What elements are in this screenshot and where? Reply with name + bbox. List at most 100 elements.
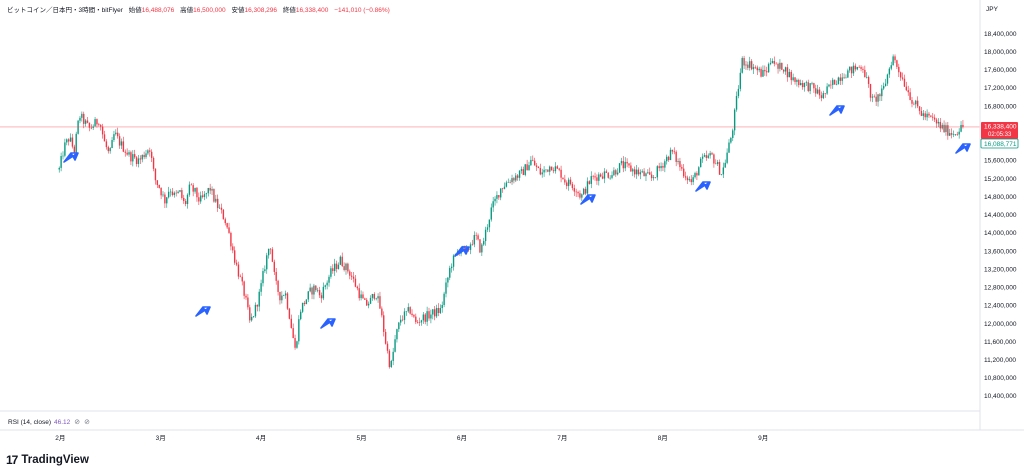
candle xyxy=(630,162,632,172)
candle xyxy=(126,148,128,156)
candle xyxy=(422,311,425,324)
arrow-marker[interactable] xyxy=(955,143,971,154)
candle xyxy=(294,334,296,350)
candle xyxy=(154,168,157,185)
candle xyxy=(158,184,160,189)
price-badge-value: 16,338,400 xyxy=(984,123,1017,130)
candle xyxy=(318,286,321,298)
candle xyxy=(124,149,126,157)
candle xyxy=(105,139,108,150)
candle xyxy=(328,274,330,287)
candle xyxy=(326,280,328,290)
candle xyxy=(194,187,196,194)
candle xyxy=(313,283,315,300)
candle xyxy=(915,99,917,109)
candle xyxy=(416,320,419,324)
candle xyxy=(166,196,168,208)
candlestick-series xyxy=(58,54,964,369)
y-tick-label: 13,600,000 xyxy=(984,248,1017,255)
candle xyxy=(128,150,130,157)
price-badge[interactable]: 16,338,400 02:05:33 xyxy=(981,121,1018,139)
candle xyxy=(869,83,872,102)
candle xyxy=(533,157,536,166)
arrow-marker[interactable] xyxy=(320,318,336,329)
y-tick-label: 17,200,000 xyxy=(984,85,1017,92)
candle xyxy=(650,171,653,182)
candle xyxy=(503,182,506,190)
candle xyxy=(913,101,915,106)
candle xyxy=(669,147,672,161)
arrow-marker[interactable] xyxy=(454,246,470,257)
candle xyxy=(837,76,840,85)
candle xyxy=(567,177,570,191)
candle xyxy=(607,171,609,179)
candle xyxy=(377,293,379,303)
candle xyxy=(445,278,447,298)
candle xyxy=(554,162,557,174)
candle xyxy=(583,187,585,196)
low-label: 安値 xyxy=(231,7,245,14)
high-value: 16,500,000 xyxy=(193,7,226,14)
candle xyxy=(181,187,183,200)
candle xyxy=(424,312,426,325)
candle xyxy=(375,297,377,301)
candle xyxy=(473,231,475,248)
candle xyxy=(601,172,604,180)
candle xyxy=(592,174,594,180)
candle xyxy=(175,190,177,197)
candle xyxy=(588,180,591,185)
candle xyxy=(809,83,811,95)
candle xyxy=(664,159,666,173)
arrow-marker[interactable] xyxy=(580,194,596,205)
candle xyxy=(371,293,374,301)
rsi-indicator-label[interactable]: RSI (14, close) 46.12 ⊘ ⊘ xyxy=(8,418,90,426)
candle xyxy=(756,65,758,75)
x-tick-label: 7月 xyxy=(557,434,567,442)
candle xyxy=(907,85,909,96)
symbol-title[interactable]: ビットコイン／日本円・3時間・bitFlyer xyxy=(7,7,123,14)
candle xyxy=(345,262,347,275)
candle xyxy=(264,265,266,273)
candle xyxy=(581,193,583,201)
candle xyxy=(839,73,842,86)
candle xyxy=(639,169,642,180)
x-tick-label: 3月 xyxy=(156,434,166,442)
arrow-marker[interactable] xyxy=(195,306,211,317)
candle xyxy=(418,317,421,326)
candle xyxy=(788,68,791,78)
candle xyxy=(84,118,87,127)
close-label: 終値 xyxy=(282,7,296,14)
candle xyxy=(207,187,209,197)
candle xyxy=(341,252,343,267)
candle xyxy=(252,316,255,318)
candle xyxy=(437,303,440,317)
candle xyxy=(296,340,298,349)
candle xyxy=(479,238,481,254)
arrow-marker[interactable] xyxy=(695,181,711,192)
candle xyxy=(167,186,170,199)
candle xyxy=(881,84,883,101)
candle xyxy=(324,284,326,290)
tradingview-logo[interactable]: 17 TradingView xyxy=(6,453,89,467)
settings-icon[interactable]: ⊘ xyxy=(84,419,91,426)
hide-icon[interactable]: ⊘ xyxy=(74,419,81,426)
arrow-marker[interactable] xyxy=(63,152,79,163)
candle xyxy=(794,77,796,85)
candle xyxy=(754,65,757,70)
arrow-marker[interactable] xyxy=(829,105,845,116)
candle xyxy=(892,54,894,66)
candle xyxy=(875,92,877,106)
currency-label[interactable]: JPY xyxy=(986,6,998,13)
candle xyxy=(226,222,228,230)
candle xyxy=(177,190,179,194)
candle xyxy=(741,56,743,74)
candle xyxy=(190,183,192,186)
candle xyxy=(745,60,747,70)
candle xyxy=(433,305,436,321)
candle xyxy=(118,133,121,149)
candle xyxy=(450,263,453,273)
candle xyxy=(945,122,947,136)
candle xyxy=(452,254,455,271)
candle xyxy=(862,66,864,74)
